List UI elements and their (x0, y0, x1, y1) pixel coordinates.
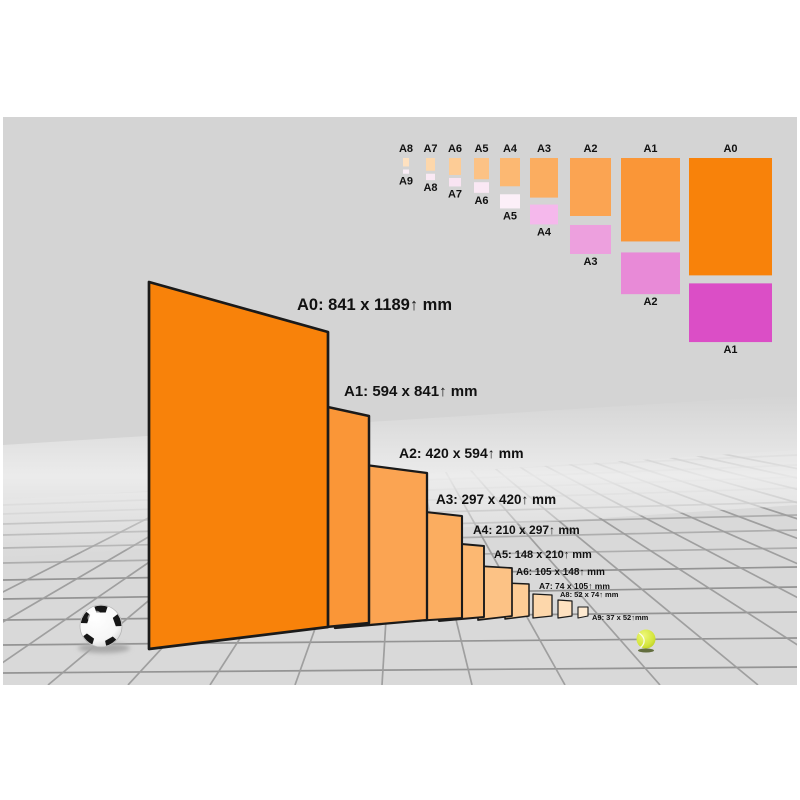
landscape-swatch-A6 (474, 182, 489, 193)
sheet-label-A0: A0: 841 x 1189↑ mm (297, 296, 452, 314)
portrait-label-A6: A6 (448, 143, 462, 155)
tennis-ball (636, 629, 656, 653)
portrait-swatch-A5 (474, 158, 489, 180)
portrait-swatch-A8 (403, 158, 409, 167)
portrait-label-A1: A1 (643, 143, 657, 155)
portrait-swatch-A3 (530, 158, 558, 198)
landscape-swatch-A8 (426, 173, 435, 181)
soccer-ball-pentagon (80, 609, 91, 624)
landscape-label-A9: A9 (399, 176, 413, 188)
soccer-ball-shadow (78, 643, 130, 653)
portrait-swatch-A4 (500, 158, 520, 187)
portrait-label-A2: A2 (583, 143, 597, 155)
floor-grid-column (399, 450, 797, 685)
size-chart-column-A5: A5 A6 (474, 143, 489, 207)
portrait-label-A0: A0 (723, 143, 737, 155)
portrait-swatch-A6 (449, 158, 461, 175)
size-chart-column-A3: A3 A4 (530, 143, 558, 238)
landscape-label-A7: A7 (448, 188, 462, 200)
size-chart-column-A0: A0 A1 (689, 143, 772, 356)
floor-grid-column (399, 450, 661, 685)
floor-grid-column (399, 450, 566, 685)
size-chart: A8 A9 A7 A8 A6 A7 A5 A6 A4 A5 A3 A4 A2 A3 A1 A2 A0 A1 (399, 143, 772, 356)
portrait-swatch-A1 (621, 158, 680, 242)
landscape-label-A3: A3 (583, 256, 597, 268)
sheet-A9 (577, 606, 589, 619)
portrait-swatch-A7 (426, 158, 435, 171)
sheet-A7 (532, 593, 553, 619)
landscape-swatch-A7 (449, 177, 461, 187)
landscape-label-A1: A1 (723, 344, 737, 356)
size-chart-column-A1: A1 A2 (621, 143, 680, 308)
portrait-swatch-A2 (570, 158, 611, 216)
landscape-swatch-A5 (500, 194, 520, 209)
sheet-label-A8: A8: 52 x 74↑ mm (560, 590, 619, 599)
size-chart-column-A2: A2 A3 (570, 143, 611, 268)
tennis-ball-shadow (638, 648, 654, 653)
portrait-label-A4: A4 (503, 143, 518, 155)
size-chart-column-A8: A8 A9 (399, 143, 413, 188)
floor-grid-column (399, 450, 797, 685)
soccer-ball (79, 604, 123, 648)
landscape-label-A6: A6 (474, 195, 488, 207)
tennis-ball-body (636, 629, 656, 649)
soccer-ball-highlight (87, 610, 101, 622)
sheet-label-A6: A6: 105 x 148↑ mm (516, 567, 605, 578)
floor-grid-column (399, 450, 797, 685)
soccer-ball-pentagon (93, 605, 109, 613)
sheet-label-A1: A1: 594 x 841↑ mm (344, 383, 477, 400)
floor-grid-column (399, 450, 797, 685)
tennis-ball-seam (638, 632, 645, 649)
portrait-label-A3: A3 (537, 143, 551, 155)
landscape-label-A5: A5 (503, 210, 517, 222)
landscape-label-A8: A8 (423, 182, 437, 194)
sheet-label-A7: A7: 74 x 105↑ mm (539, 581, 610, 591)
sheet-label-A3: A3: 297 x 420↑ mm (436, 492, 556, 507)
floor-grid-row (3, 637, 797, 646)
size-chart-column-A4: A4 A5 (500, 143, 520, 222)
landscape-swatch-A4 (530, 204, 558, 225)
sheet-label-A2: A2: 420 x 594↑ mm (399, 445, 524, 461)
sheet-label-A9: A9: 37 x 52↑mm (592, 613, 649, 622)
portrait-label-A5: A5 (474, 143, 488, 155)
landscape-swatch-A2 (621, 252, 680, 295)
sheet-A0 (147, 280, 330, 651)
floor-grid-column (399, 450, 759, 685)
portrait-label-A7: A7 (423, 143, 437, 155)
landscape-swatch-A3 (570, 224, 611, 254)
portrait-swatch-A0 (689, 158, 772, 276)
sheet-A8 (557, 599, 573, 619)
portrait-label-A8: A8 (399, 143, 413, 155)
sheet-label-A5: A5: 148 x 210↑ mm (494, 549, 592, 561)
landscape-label-A2: A2 (643, 296, 657, 308)
size-chart-column-A7: A7 A8 (423, 143, 437, 194)
floor-grid-row (3, 666, 797, 674)
landscape-swatch-A9 (403, 169, 409, 174)
landscape-label-A4: A4 (537, 226, 552, 238)
size-chart-column-A6: A6 A7 (448, 143, 462, 200)
landscape-swatch-A1 (689, 283, 772, 343)
sheet-label-A4: A4: 210 x 297↑ mm (473, 523, 580, 537)
soccer-ball-pentagon (112, 612, 122, 627)
